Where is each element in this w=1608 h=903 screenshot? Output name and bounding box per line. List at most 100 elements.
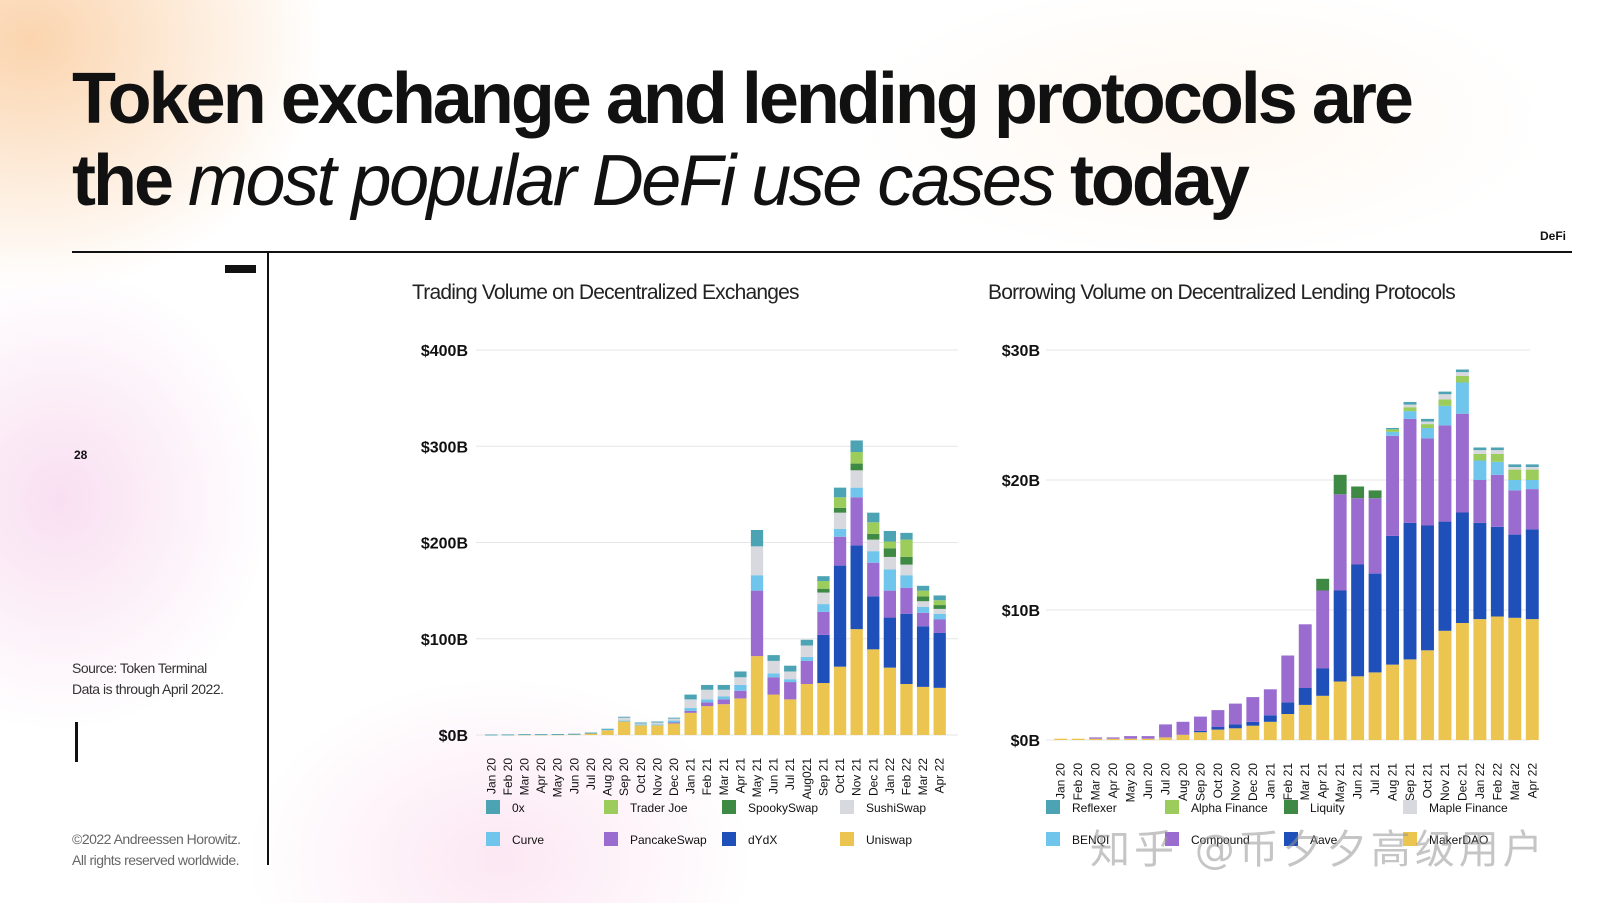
- dex-bar-dydx: [900, 613, 913, 684]
- lending-bar-reflexer: [1421, 418, 1434, 422]
- dex-bar-pancakeswap: [734, 690, 747, 699]
- dex-bar-trader-joe: [817, 581, 830, 589]
- lending-legend-swatch: [1403, 800, 1417, 814]
- lending-bar-reflexer: [1473, 447, 1487, 451]
- lending-bar-aave: [1228, 724, 1242, 729]
- dex-bar-uniswap: [933, 687, 946, 735]
- dex-legend-swatch: [840, 832, 854, 846]
- dex-bar-curve: [701, 699, 714, 703]
- dex-x-tick-label: Apr 20: [534, 758, 548, 794]
- lending-x-tick-label: Mar 21: [1298, 763, 1312, 801]
- lending-bar-benqi: [1525, 480, 1539, 490]
- source-line-2: Data is through April 2022.: [72, 681, 224, 697]
- dex-bar-pancakeswap: [684, 710, 697, 713]
- lending-bar-makerdao: [1438, 630, 1452, 740]
- lending-bar-reflexer: [1403, 402, 1417, 405]
- dex-x-tick-label: Oct 21: [833, 758, 847, 794]
- dex-bar-sushiswap: [800, 645, 813, 658]
- lending-x-tick-label: Oct 21: [1420, 763, 1434, 799]
- dex-bar-trader-joe: [850, 452, 863, 464]
- dex-bar-pancakeswap: [850, 497, 863, 546]
- dex-bar-curve: [601, 729, 614, 731]
- dex-bar-curve: [800, 657, 813, 661]
- dex-y-tick-label: $100B: [421, 632, 468, 649]
- lending-bar-makerdao: [1508, 617, 1522, 740]
- lending-legend-label: Compound: [1191, 833, 1250, 847]
- sidebar-dash-mark: [225, 265, 256, 273]
- lending-bar-makerdao: [1228, 728, 1242, 740]
- dex-bar-0x: [767, 655, 780, 661]
- dex-bar-uniswap: [784, 699, 797, 735]
- dex-x-tick-label: Feb 20: [501, 758, 515, 796]
- lending-bar-alpha-finance: [1508, 469, 1522, 480]
- dex-bar-curve: [817, 604, 830, 612]
- dex-x-tick-label: Feb 21: [700, 758, 714, 796]
- dex-bar-sushiswap: [684, 699, 697, 709]
- lending-bar-benqi: [1508, 480, 1522, 491]
- dex-x-tick-label: Jul 20: [584, 758, 598, 790]
- lending-bar-makerdao: [1176, 734, 1190, 740]
- watermark-text: 知乎 @币夕夕高级用户: [1090, 827, 1547, 873]
- dex-bar-curve: [833, 529, 847, 537]
- lending-y-tick-label: $30B: [1002, 343, 1040, 360]
- lending-bar-makerdao: [1525, 619, 1539, 740]
- lending-y-tick-label: $0B: [1011, 733, 1040, 750]
- dex-bar-uniswap: [800, 683, 813, 735]
- dex-bar-pancakeswap: [717, 699, 730, 705]
- dex-y-tick-label: $200B: [421, 536, 468, 553]
- dex-x-tick-label: Aug 20: [601, 758, 615, 796]
- dex-bar-curve: [883, 569, 897, 591]
- lending-bar-aave: [1403, 522, 1417, 660]
- lending-x-tick-label: Dec 21: [1455, 763, 1469, 801]
- dex-legend-label: Trader Joe: [630, 801, 688, 815]
- dex-bar-pancakeswap: [900, 587, 913, 614]
- dex-x-tick-label: Apr 22: [933, 758, 947, 794]
- sidebar-divider: [267, 253, 269, 865]
- dex-bar-uniswap: [717, 704, 730, 735]
- dex-x-tick-label: Jun 21: [767, 758, 781, 794]
- dex-bar-uniswap: [618, 721, 631, 735]
- lending-bar-reflexer: [1525, 464, 1539, 467]
- dex-bar-0x: [551, 734, 564, 735]
- lending-x-tick-label: Dec 20: [1246, 763, 1260, 801]
- lending-bar-compound: [1438, 425, 1452, 522]
- lending-bar-benqi: [1421, 428, 1434, 439]
- dex-bar-uniswap: [684, 712, 697, 735]
- dex-bar-uniswap: [701, 706, 714, 735]
- lending-bar-makerdao: [1386, 664, 1400, 740]
- dex-bar-sushiswap: [883, 556, 897, 570]
- lending-bar-makerdao: [1193, 732, 1207, 740]
- lending-bar-alpha-finance: [1473, 454, 1487, 461]
- dex-bar-curve: [667, 720, 681, 723]
- dex-legend-swatch: [840, 800, 854, 814]
- lending-x-tick-label: Jul 20: [1159, 763, 1173, 795]
- dex-y-tick-label: $300B: [421, 439, 468, 456]
- lending-bar-compound: [1106, 737, 1120, 739]
- dex-bar-sushiswap: [916, 601, 930, 607]
- lending-bar-compound: [1141, 736, 1155, 739]
- dex-bar-sushiswap: [651, 722, 664, 725]
- dex-bar-0x: [568, 733, 581, 735]
- dex-x-tick-label: Jul 21: [783, 758, 797, 790]
- dex-x-tick-label: Mar 22: [916, 758, 930, 796]
- page-number: 28: [74, 448, 88, 462]
- lending-bar-compound: [1351, 498, 1365, 565]
- dex-x-tick-label: Jan 21: [684, 758, 698, 794]
- dex-bar-curve: [717, 696, 730, 700]
- lending-bar-aave: [1386, 535, 1400, 665]
- dex-bar-sushiswap: [634, 723, 647, 725]
- lending-bar-liquity: [1333, 474, 1347, 495]
- lending-bar-compound: [1281, 655, 1295, 703]
- lending-x-tick-label: Feb 22: [1490, 763, 1504, 801]
- dex-x-tick-label: May 20: [551, 758, 565, 798]
- dex-bar-0x: [850, 440, 863, 453]
- dex-bar-curve: [651, 724, 664, 726]
- lending-x-tick-label: Nov 20: [1228, 763, 1242, 801]
- dex-legend-label: Uniswap: [866, 833, 912, 847]
- lending-bar-compound: [1193, 716, 1207, 731]
- lending-legend-swatch: [1046, 800, 1060, 814]
- dex-bar-spookyswap: [867, 533, 880, 540]
- lending-legend-label: Reflexer: [1072, 801, 1117, 815]
- lending-bar-aave: [1298, 688, 1312, 705]
